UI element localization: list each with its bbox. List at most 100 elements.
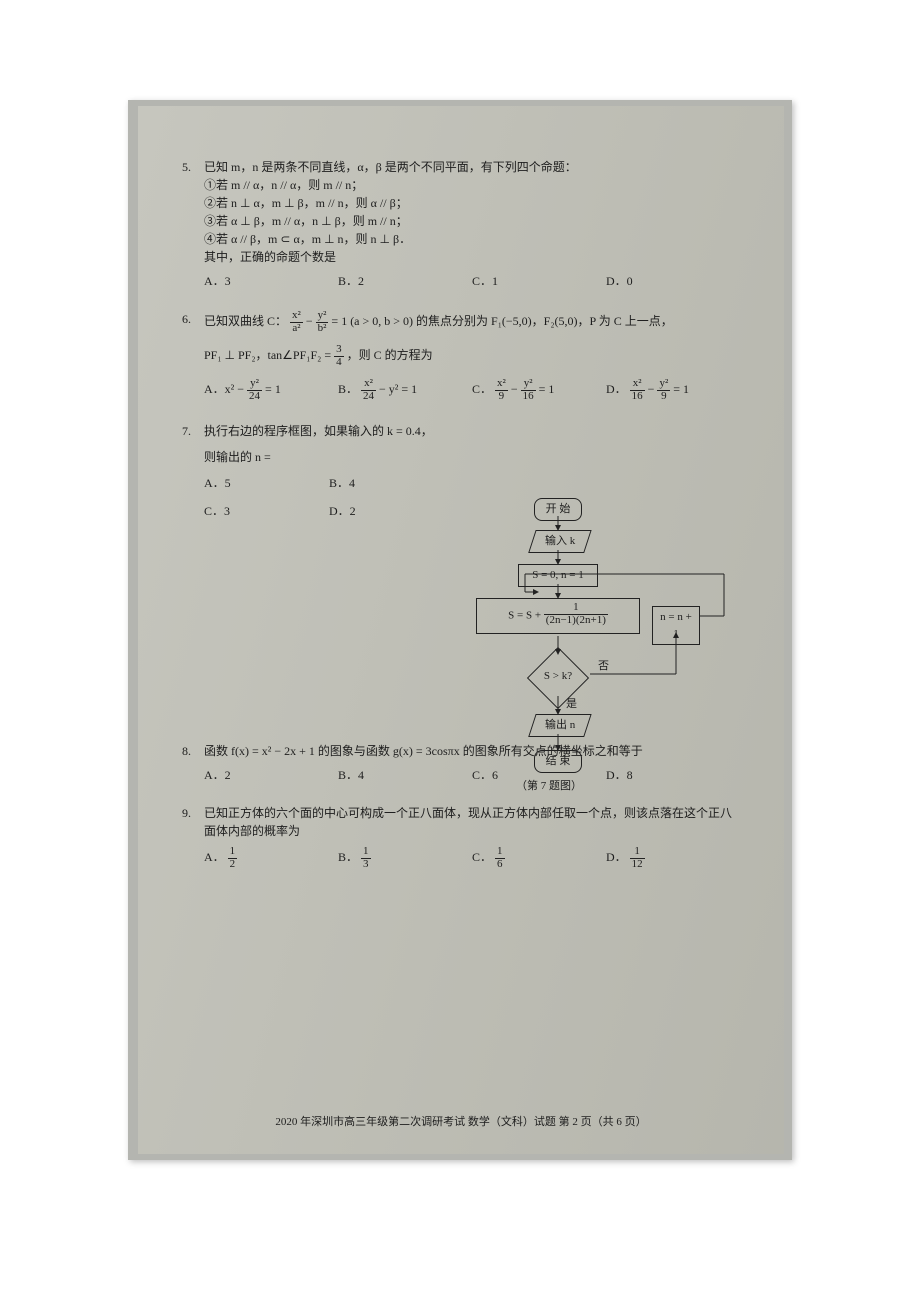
q6-d-pre: D．	[606, 382, 627, 396]
flowchart: 开 始 输入 k S = 0, n = 1 S = S + 1 (2n−1)(2…	[438, 496, 748, 806]
q6-c-n2: y²	[521, 378, 536, 391]
q6-a-d: 24	[247, 391, 262, 403]
q5-s2: ②若 n ⊥ α，m ⊥ β，m // n，则 α // β；	[182, 194, 740, 212]
q9-b-d: 3	[361, 859, 371, 871]
q6-tan-frac: 3 4	[334, 344, 344, 368]
q6-line2-b: ，则 C 的方程为	[347, 348, 433, 362]
q5-opt-c: C．1	[472, 272, 606, 290]
q9-opt-b: B． 13	[338, 846, 472, 870]
q9-d-pre: D．	[606, 850, 627, 864]
q7-line2: 则输出的 n =	[182, 448, 740, 466]
q6-c-d2: 16	[521, 391, 536, 403]
question-5: 5. 已知 m，n 是两条不同直线，α，β 是两个不同平面，有下列四个命题： ①…	[182, 158, 740, 290]
q6-number: 6.	[182, 310, 204, 334]
q5-opt-a: A．3	[204, 272, 338, 290]
q6-b-d: 24	[361, 391, 376, 403]
flow-output-label: 输出 n	[545, 717, 575, 734]
q5-tail: 其中，正确的命题个数是	[182, 248, 740, 266]
q5-s1: ①若 m // α，n // α，则 m // n；	[182, 176, 740, 194]
q7-options-row2: C．3 D．2	[182, 502, 454, 520]
q9-opt-c: C． 16	[472, 846, 606, 870]
q6-stem-a: 已知双曲线 C：	[204, 314, 287, 328]
flow-start: 开 始	[534, 498, 582, 521]
q9-c-pre: C．	[472, 850, 492, 864]
q6-d-d2: 9	[657, 391, 670, 403]
q9-a-d: 2	[228, 859, 238, 871]
q9-options: A． 12 B． 13 C． 16 D． 112	[182, 846, 740, 870]
flow-yes: 是	[566, 696, 577, 713]
q6-tan-n: 3	[334, 344, 344, 357]
q9-a-pre: A．	[204, 850, 225, 864]
q9-opt-d: D． 112	[606, 846, 740, 870]
flow-input-label: 输入 k	[545, 533, 575, 550]
q6-opt-d: D． x²16 − y²9 = 1	[606, 378, 740, 402]
q6-d-n1: x²	[630, 378, 645, 391]
q6-c-d1: 9	[495, 391, 508, 403]
q9-b-pre: B．	[338, 850, 358, 864]
q5-number: 5.	[182, 158, 204, 176]
question-6: 6. 已知双曲线 C： x² a² − y² b² = 1 (a > 0, b …	[182, 310, 740, 402]
question-9: 9. 已知正方体的六个面的中心可构成一个正八面体，现从正方体内部任取一个点，则该…	[182, 804, 740, 870]
q6-c-post: = 1	[539, 382, 555, 396]
flow-caption: （第 7 题图）	[516, 778, 582, 795]
q5-s3: ③若 α ⊥ β，m // α，n ⊥ β，则 m // n；	[182, 212, 740, 230]
exam-page: 5. 已知 m，n 是两条不同直线，α，β 是两个不同平面，有下列四个命题： ①…	[138, 106, 784, 1154]
q6-d-post: = 1	[673, 382, 689, 396]
q6-opt-a: A．x² − y²24 = 1	[204, 378, 338, 402]
flow-update: S = S + 1 (2n−1)(2n+1)	[476, 598, 640, 634]
q6-frac2: y² b²	[316, 310, 329, 334]
q6-a-pre: A．x² −	[204, 382, 247, 396]
q7-opt-c: C．3	[204, 502, 329, 520]
q9-c-d: 6	[495, 859, 505, 871]
q9-d-n: 1	[630, 846, 645, 859]
q6-b-n: x²	[361, 378, 376, 391]
q6-d-d1: 16	[630, 391, 645, 403]
q9-d-d: 12	[630, 859, 645, 871]
flow-input: 输入 k	[528, 530, 591, 553]
q6-stem-b: = 1 (a > 0, b > 0) 的焦点分别为 F₁(−5,0)，F₂(5,…	[331, 314, 672, 328]
q5-opt-d: D．0	[606, 272, 740, 290]
q5-opt-b: B．2	[338, 272, 472, 290]
flowchart-lines	[438, 496, 748, 806]
q6-b-pre: B．	[338, 382, 358, 396]
q9-b-n: 1	[361, 846, 371, 859]
q9-opt-a: A． 12	[204, 846, 338, 870]
q6-stem: 已知双曲线 C： x² a² − y² b² = 1 (a > 0, b > 0…	[204, 310, 740, 334]
q7-stem: 执行右边的程序框图，如果输入的 k = 0.4，	[204, 422, 740, 440]
photo-frame: 5. 已知 m，n 是两条不同直线，α，β 是两个不同平面，有下列四个命题： ①…	[128, 100, 792, 1160]
flow-no: 否	[598, 658, 609, 675]
q9-stem: 已知正方体的六个面的中心可构成一个正八面体，现从正方体内部任取一个点，则该点落在…	[204, 804, 740, 840]
q6-line2-a: PF₁ ⊥ PF₂，tan∠PF₁F₂ =	[204, 348, 334, 362]
q6-c-n1: x²	[495, 378, 508, 391]
q6-a-post: = 1	[265, 382, 281, 396]
flow-update-d: (2n−1)(2n+1)	[544, 615, 608, 627]
q5-options: A．3 B．2 C．1 D．0	[182, 272, 740, 290]
page-footer: 2020 年深圳市高三年级第二次调研考试 数学（文科）试题 第 2 页（共 6 …	[138, 1114, 784, 1131]
q5-s4: ④若 α // β，m ⊂ α，m ⊥ n，则 n ⊥ β．	[182, 230, 740, 248]
q6-frac2-d: b²	[316, 323, 329, 335]
q6-frac2-n: y²	[316, 310, 329, 323]
flow-output: 输出 n	[528, 714, 591, 737]
flow-end: 结 束	[534, 750, 582, 773]
q6-c-pre: C．	[472, 382, 492, 396]
q7-opt-d: D．2	[329, 502, 454, 520]
q7-opt-b: B．4	[329, 474, 454, 492]
flow-inc: n = n + 1	[652, 606, 700, 645]
q6-b-post: − y² = 1	[379, 382, 417, 396]
q9-number: 9.	[182, 804, 204, 840]
flow-init: S = 0, n = 1	[518, 564, 598, 587]
q6-tan-d: 4	[334, 357, 344, 369]
q6-d-n2: y²	[657, 378, 670, 391]
flow-update-n: 1	[544, 602, 608, 615]
q7-number: 7.	[182, 422, 204, 440]
q6-opt-b: B． x²24 − y² = 1	[338, 378, 472, 402]
q6-frac1-n: x²	[290, 310, 303, 323]
q9-c-n: 1	[495, 846, 505, 859]
q5-stem: 已知 m，n 是两条不同直线，α，β 是两个不同平面，有下列四个命题：	[204, 158, 740, 176]
flow-update-a: S = S +	[508, 610, 544, 622]
q6-line2: PF₁ ⊥ PF₂，tan∠PF₁F₂ = 3 4 ，则 C 的方程为	[182, 344, 740, 368]
q9-a-n: 1	[228, 846, 238, 859]
q6-opt-c: C． x²9 − y²16 = 1	[472, 378, 606, 402]
flow-cond: S > k?	[528, 668, 588, 685]
q6-frac1: x² a²	[290, 310, 303, 334]
